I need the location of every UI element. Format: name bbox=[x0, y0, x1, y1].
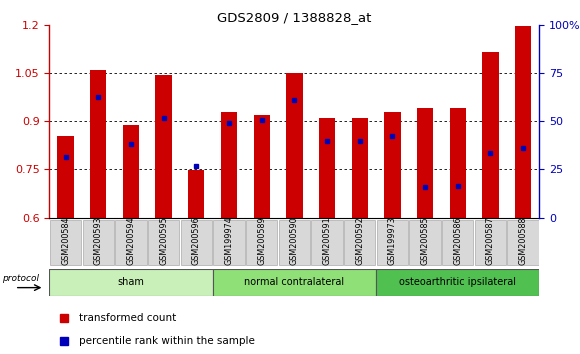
FancyBboxPatch shape bbox=[376, 269, 539, 296]
Bar bbox=[384, 112, 401, 218]
Text: GSM200585: GSM200585 bbox=[420, 216, 430, 265]
FancyBboxPatch shape bbox=[49, 269, 539, 296]
Text: GSM200588: GSM200588 bbox=[519, 216, 528, 265]
Bar bbox=[90, 70, 107, 218]
Text: percentile rank within the sample: percentile rank within the sample bbox=[79, 336, 255, 346]
Text: GSM200596: GSM200596 bbox=[192, 216, 201, 265]
Bar bbox=[515, 27, 531, 218]
Text: GSM200594: GSM200594 bbox=[126, 216, 136, 265]
FancyBboxPatch shape bbox=[376, 220, 408, 265]
Text: normal contralateral: normal contralateral bbox=[244, 277, 345, 287]
FancyBboxPatch shape bbox=[246, 220, 277, 265]
Text: GSM200593: GSM200593 bbox=[94, 216, 103, 265]
FancyBboxPatch shape bbox=[508, 220, 539, 265]
Bar bbox=[221, 112, 237, 218]
Bar bbox=[57, 136, 74, 218]
Bar bbox=[319, 118, 335, 218]
Text: GSM199974: GSM199974 bbox=[224, 216, 234, 265]
Bar bbox=[188, 170, 205, 218]
Text: protocol: protocol bbox=[2, 274, 39, 283]
FancyBboxPatch shape bbox=[82, 220, 114, 265]
FancyBboxPatch shape bbox=[115, 220, 147, 265]
Bar bbox=[417, 108, 433, 218]
FancyBboxPatch shape bbox=[278, 220, 310, 265]
FancyBboxPatch shape bbox=[148, 220, 179, 265]
FancyBboxPatch shape bbox=[442, 220, 473, 265]
Bar bbox=[123, 125, 139, 218]
Text: GSM199973: GSM199973 bbox=[388, 216, 397, 265]
Text: GSM200590: GSM200590 bbox=[290, 216, 299, 265]
FancyBboxPatch shape bbox=[180, 220, 212, 265]
Text: GSM200587: GSM200587 bbox=[486, 216, 495, 265]
FancyBboxPatch shape bbox=[344, 220, 375, 265]
Text: sham: sham bbox=[118, 277, 144, 287]
Text: osteoarthritic ipsilateral: osteoarthritic ipsilateral bbox=[399, 277, 516, 287]
Text: GSM200591: GSM200591 bbox=[322, 216, 332, 265]
Title: GDS2809 / 1388828_at: GDS2809 / 1388828_at bbox=[217, 11, 372, 24]
Bar bbox=[286, 73, 303, 218]
FancyBboxPatch shape bbox=[474, 220, 506, 265]
FancyBboxPatch shape bbox=[213, 220, 245, 265]
Text: GSM200592: GSM200592 bbox=[355, 216, 364, 265]
FancyBboxPatch shape bbox=[311, 220, 343, 265]
Bar bbox=[253, 115, 270, 218]
Bar bbox=[482, 52, 499, 218]
Text: GSM200595: GSM200595 bbox=[159, 216, 168, 265]
Text: GSM200589: GSM200589 bbox=[257, 216, 266, 265]
Bar bbox=[450, 108, 466, 218]
FancyBboxPatch shape bbox=[50, 220, 81, 265]
FancyBboxPatch shape bbox=[409, 220, 441, 265]
Text: transformed count: transformed count bbox=[79, 313, 176, 323]
Bar bbox=[155, 75, 172, 218]
FancyBboxPatch shape bbox=[213, 269, 376, 296]
Bar bbox=[351, 118, 368, 218]
FancyBboxPatch shape bbox=[49, 269, 213, 296]
Text: GSM200584: GSM200584 bbox=[61, 216, 70, 265]
Text: GSM200586: GSM200586 bbox=[453, 216, 462, 265]
